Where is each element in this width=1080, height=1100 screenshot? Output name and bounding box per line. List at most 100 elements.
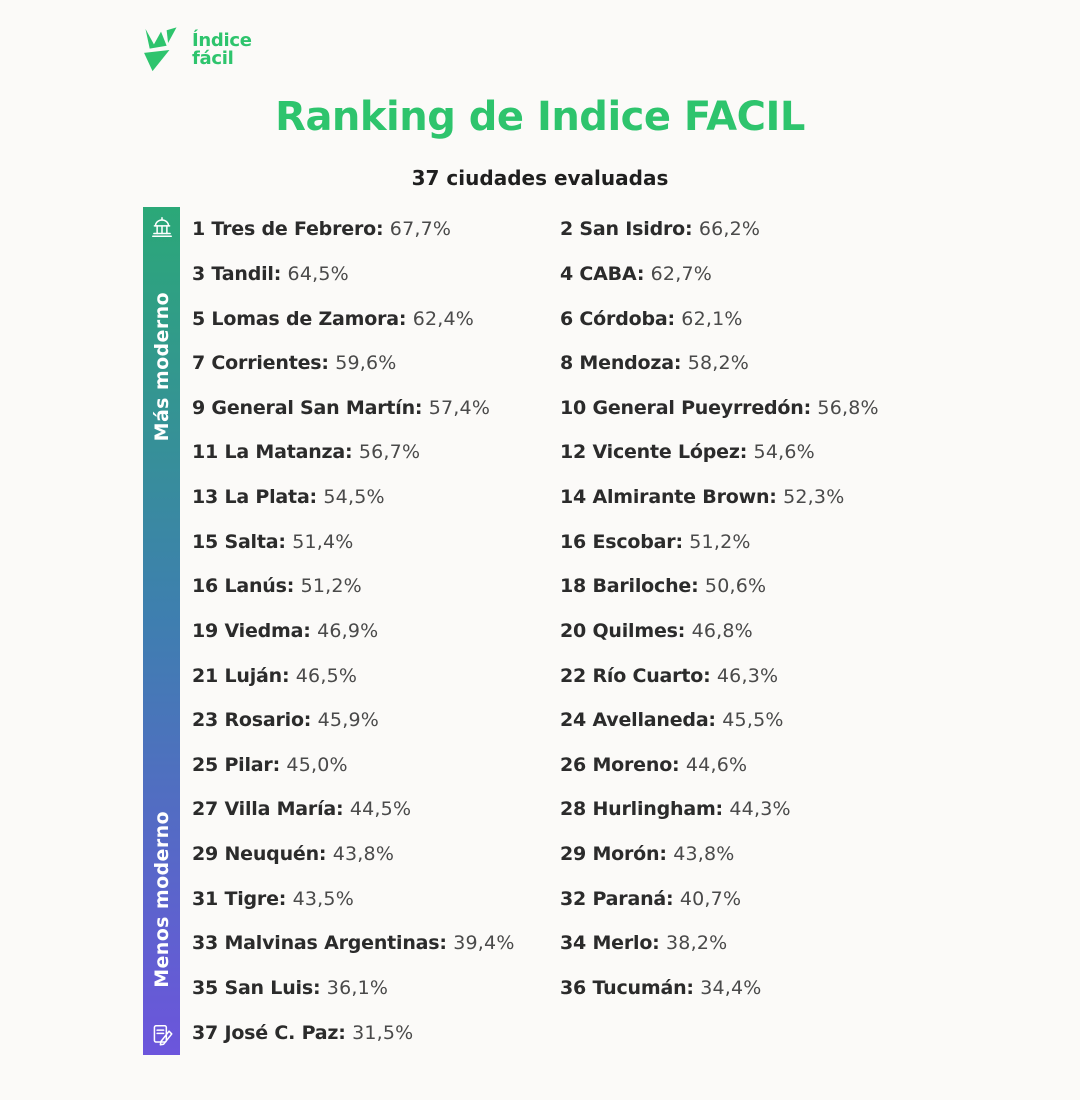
entry-rank-city: 28 Hurlingham:	[560, 798, 730, 821]
entry-value: 56,8%	[817, 396, 879, 419]
ranking-entry: 12 Vicente López: 54,6%	[560, 441, 912, 463]
entry-rank-city: 22 Río Cuarto:	[560, 664, 717, 687]
entry-rank-city: 21 Luján:	[192, 664, 296, 687]
entry-value: 54,6%	[753, 441, 815, 464]
entry-rank-city: 23 Rosario:	[192, 709, 318, 732]
ranking-entry: 3 Tandil: 64,5%	[192, 263, 560, 285]
entry-rank-city: 9 General San Martín:	[192, 396, 429, 419]
ranking-entry: 19 Viedma: 46,9%	[192, 620, 560, 642]
brand-line2: fácil	[192, 48, 234, 69]
entry-value: 43,8%	[673, 843, 735, 866]
entry-rank-city: 16 Lanús:	[192, 575, 301, 598]
entry-value: 44,6%	[685, 753, 748, 776]
ranking-entry: 28 Hurlingham: 44,3%	[560, 798, 912, 820]
entry-rank-city: 15 Salta:	[192, 530, 293, 553]
entry-rank-city: 12 Vicente López:	[560, 441, 754, 464]
ranking-entry: 13 La Plata: 54,5%	[192, 486, 560, 508]
entry-value: 57,4%	[428, 396, 491, 419]
ranking-entry: 27 Villa María: 44,5%	[192, 798, 560, 820]
brand-line1: Índice	[192, 29, 252, 51]
scale-top-label: Más moderno	[150, 292, 173, 442]
entry-value: 36,1%	[326, 976, 389, 999]
entry-value: 67,7%	[389, 218, 452, 241]
ranking-entry: 18 Bariloche: 50,6%	[560, 575, 912, 597]
ranking-entry: 14 Almirante Brown: 52,3%	[560, 486, 912, 508]
ranking-entry: 29 Neuquén: 43,8%	[192, 843, 560, 865]
entry-rank-city: 29 Neuquén:	[192, 843, 333, 866]
brand-name: Índice fácil	[192, 29, 252, 69]
ranking-entry: 15 Salta: 51,4%	[192, 531, 560, 553]
ranking-entry: 23 Rosario: 45,9%	[192, 709, 560, 731]
page-subtitle: 37 ciudades evaluadas	[411, 166, 669, 190]
ranking-entry: 22 Río Cuarto: 46,3%	[560, 665, 912, 687]
scale-bottom-label: Menos moderno	[150, 811, 173, 988]
indice-facil-logo-icon	[144, 27, 177, 72]
entry-value: 31,5%	[352, 1021, 414, 1044]
ranking-entry: 29 Morón: 43,8%	[560, 843, 912, 865]
entry-rank-city: 35 San Luis:	[192, 976, 327, 999]
entry-value: 46,5%	[295, 664, 358, 687]
ranking-entry: 11 La Matanza: 56,7%	[192, 441, 560, 463]
entry-value: 43,5%	[292, 887, 354, 910]
entry-value: 58,2%	[687, 352, 750, 375]
brand-logo: Índice fácil	[138, 26, 252, 74]
document-pencil-icon	[143, 1022, 180, 1048]
ranking-entry: 36 Tucumán: 34,4%	[560, 977, 912, 999]
entry-value: 52,3%	[783, 486, 845, 509]
ranking-entry: 4 CABA: 62,7%	[560, 263, 912, 285]
entry-rank-city: 31 Tigre:	[192, 887, 293, 910]
ranking-entry: 6 Córdoba: 62,1%	[560, 308, 912, 330]
entry-value: 40,7%	[679, 887, 742, 910]
ranking-entry: 24 Avellaneda: 45,5%	[560, 709, 912, 731]
entry-rank-city: 34 Merlo:	[560, 932, 666, 955]
entry-rank-city: 19 Viedma:	[192, 619, 318, 642]
entry-rank-city: 4 CABA:	[560, 262, 651, 285]
ranking-entry: 33 Malvinas Argentinas: 39,4%	[192, 932, 560, 954]
entry-value: 34,4%	[700, 976, 762, 999]
entry-value: 50,6%	[704, 575, 767, 598]
entry-rank-city: 26 Moreno:	[560, 753, 686, 776]
entry-value: 45,0%	[286, 753, 348, 776]
entry-value: 45,5%	[722, 709, 784, 732]
entry-rank-city: 10 General Pueyrredón:	[560, 396, 818, 419]
entry-value: 44,5%	[349, 798, 412, 821]
modernity-scale-bar: Más moderno Menos moderno	[143, 207, 180, 1055]
entry-rank-city: 36 Tucumán:	[560, 976, 701, 999]
ranking-entry: 1 Tres de Febrero: 67,7%	[192, 218, 560, 240]
entry-value: 43,8%	[332, 843, 395, 866]
city-building-icon	[143, 214, 180, 240]
entry-rank-city: 11 La Matanza:	[192, 441, 359, 464]
entry-rank-city: 18 Bariloche:	[560, 575, 705, 598]
ranking-entry: 9 General San Martín: 57,4%	[192, 397, 560, 419]
entry-value: 46,3%	[716, 664, 779, 687]
ranking-entry: 7 Corrientes: 59,6%	[192, 352, 560, 374]
entry-rank-city: 24 Avellaneda:	[560, 709, 723, 732]
entry-rank-city: 37 José C. Paz:	[192, 1021, 353, 1044]
ranking-list: 1 Tres de Febrero: 67,7% 2 San Isidro: 66…	[192, 207, 912, 1055]
entry-value: 54,5%	[323, 486, 385, 509]
entry-value: 51,2%	[300, 575, 362, 598]
ranking-entry: 37 José C. Paz: 31,5%	[192, 1022, 560, 1044]
entry-value: 51,4%	[292, 530, 354, 553]
ranking-entry: 26 Moreno: 44,6%	[560, 754, 912, 776]
ranking-entry: 16 Lanús: 51,2%	[192, 575, 560, 597]
entry-value: 51,2%	[689, 530, 751, 553]
entry-rank-city: 14 Almirante Brown:	[560, 486, 784, 509]
entry-value: 39,4%	[453, 932, 515, 955]
entry-value: 59,6%	[335, 352, 397, 375]
ranking-entry: 20 Quilmes: 46,8%	[560, 620, 912, 642]
entry-rank-city: 16 Escobar:	[560, 530, 690, 553]
ranking-entry: 8 Mendoza: 58,2%	[560, 352, 912, 374]
entry-rank-city: 29 Morón:	[560, 843, 674, 866]
ranking-entry: 35 San Luis: 36,1%	[192, 977, 560, 999]
ranking-entry: 16 Escobar: 51,2%	[560, 531, 912, 553]
entry-rank-city: 8 Mendoza:	[560, 352, 688, 375]
entry-value: 62,1%	[681, 307, 743, 330]
ranking-entry: 31 Tigre: 43,5%	[192, 888, 560, 910]
entry-value: 56,7%	[358, 441, 421, 464]
entry-rank-city: 33 Malvinas Argentinas:	[192, 932, 454, 955]
entry-rank-city: 13 La Plata:	[192, 486, 324, 509]
entry-value: 45,9%	[317, 709, 379, 732]
entry-value: 38,2%	[666, 932, 728, 955]
